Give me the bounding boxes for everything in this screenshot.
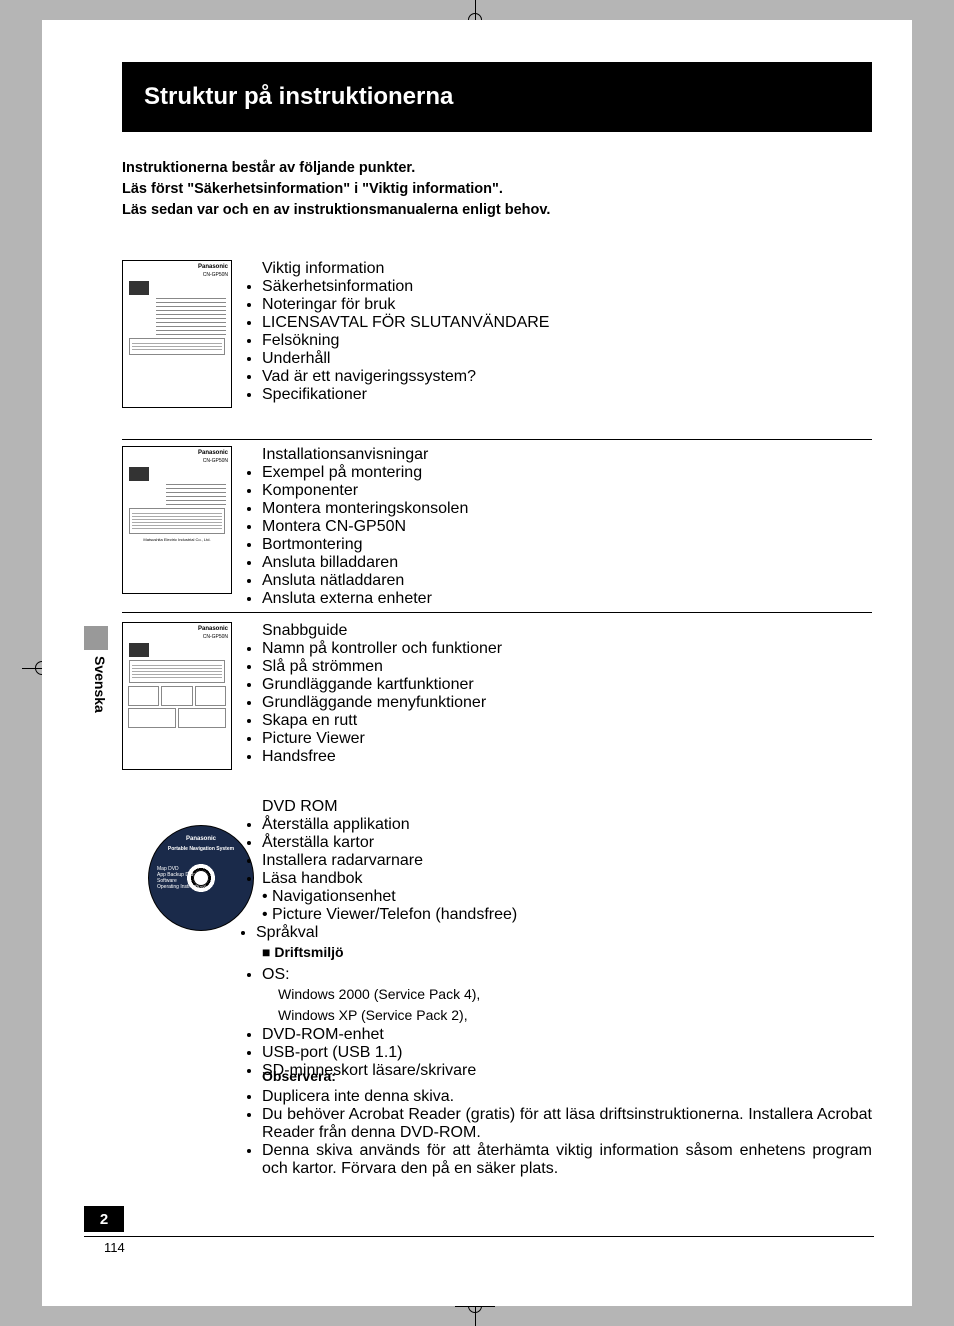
bullet-list: Namn på kontroller och funktioner Slå på… <box>262 640 872 766</box>
section-heading: Viktig information <box>262 260 872 278</box>
intro-text: Instruktionerna består av följande punkt… <box>122 158 872 221</box>
list-item: Ansluta billaddaren <box>262 554 532 572</box>
manual-cover-thumbnail: Panasonic CN-GP50N Matsushita Electric I… <box>122 446 232 594</box>
model-label: CN-GP50N <box>126 458 228 464</box>
list-item: Läsa handbok <box>262 870 532 888</box>
list-item: Du behöver Acrobat Reader (gratis) för a… <box>262 1106 872 1142</box>
section-heading: Installationsanvisningar <box>262 446 872 464</box>
brand-label: Panasonic <box>126 264 228 270</box>
disc-brand: Panasonic <box>149 836 253 842</box>
list-item: Bortmontering <box>262 536 532 554</box>
divider <box>122 439 872 440</box>
bullet-list: Ansluta billaddaren Ansluta nätladdaren … <box>262 554 532 608</box>
section-dvdrom: DVD ROM Återställa applikation Återställ… <box>262 798 872 1080</box>
sub-item: • Picture Viewer/Telefon (handsfree) <box>262 906 532 924</box>
sub-item: • Navigationsenhet <box>262 888 532 906</box>
list-item: Duplicera inte denna skiva. <box>262 1088 872 1106</box>
list-item: Skapa en rutt <box>262 712 872 730</box>
list-item: Montera monteringskonsolen <box>262 500 532 518</box>
divider <box>122 612 872 613</box>
list-item: DVD-ROM-enhet <box>262 1026 532 1044</box>
intro-line: Läs först "Säkerhetsinformation" i "Vikt… <box>122 179 872 200</box>
bullet-list: Språkval <box>256 924 532 942</box>
dvd-disc-icon: Panasonic Portable Navigation System Map… <box>148 825 254 931</box>
language-tab <box>84 626 108 650</box>
intro-line: Instruktionerna består av följande punkt… <box>122 158 872 179</box>
sub-item: Windows 2000 (Service Pack 4), <box>262 984 532 1005</box>
manual-page: Struktur på instruktionerna Instruktione… <box>42 20 912 1306</box>
list-item: Noteringar för bruk <box>262 296 872 314</box>
bullet-list: Duplicera inte denna skiva. Du behöver A… <box>262 1088 872 1178</box>
model-label: CN-GP50N <box>126 634 228 640</box>
list-item: Ansluta nätladdaren <box>262 572 532 590</box>
sub-item: Windows XP (Service Pack 2), <box>262 1005 532 1026</box>
list-item: Komponenter <box>262 482 532 500</box>
brand-label: Panasonic <box>126 626 228 632</box>
list-item: Underhåll <box>262 350 872 368</box>
model-label: CN-GP50N <box>126 272 228 278</box>
section-heading: DVD ROM <box>262 798 872 816</box>
list-item: Handsfree <box>262 748 872 766</box>
page-number-small: 114 <box>104 1240 125 1255</box>
section-heading: Snabbguide <box>262 622 872 640</box>
observera-heading: Observera: <box>262 1068 872 1084</box>
page-title-bar: Struktur på instruktionerna <box>122 62 872 132</box>
list-item: Montera CN-GP50N <box>262 518 532 536</box>
list-item: USB-port (USB 1.1) <box>262 1044 532 1062</box>
list-item: Exempel på montering <box>262 464 532 482</box>
list-item: LICENSAVTAL FÖR SLUTANVÄNDARE <box>262 314 872 332</box>
list-item: Installera radarvarnare <box>262 852 532 870</box>
list-item: Specifikationer <box>262 386 872 404</box>
drifts-heading: Driftsmiljö <box>262 944 532 960</box>
section-snabbguide: Snabbguide Namn på kontroller och funkti… <box>262 622 872 766</box>
page-number-box: 2 <box>84 1206 124 1232</box>
list-item: Picture Viewer <box>262 730 872 748</box>
bullet-list: Återställa applikation Återställa kartor… <box>262 816 532 888</box>
bullet-list: Exempel på montering Komponenter Montera… <box>262 464 532 554</box>
list-item: Språkval <box>256 924 532 942</box>
manual-cover-thumbnail: Panasonic CN-GP50N <box>122 622 232 770</box>
section-viktig: Viktig information Säkerhetsinformation … <box>262 260 872 404</box>
list-item: Återställa applikation <box>262 816 532 834</box>
list-item: Slå på strömmen <box>262 658 872 676</box>
page-title: Struktur på instruktionerna <box>144 83 453 111</box>
bullet-list: OS: <box>262 966 532 984</box>
bullet-list: Säkerhetsinformation Noteringar för bruk… <box>262 278 872 404</box>
language-label: Svenska <box>92 656 108 713</box>
disc-subtitle: Portable Navigation System <box>149 846 253 852</box>
section-observera: Observera: Duplicera inte denna skiva. D… <box>262 1068 872 1178</box>
list-item: Denna skiva används för att återhämta vi… <box>262 1142 872 1178</box>
list-item: OS: <box>262 966 532 984</box>
list-item: Säkerhetsinformation <box>262 278 872 296</box>
section-installation: Installationsanvisningar Exempel på mont… <box>262 446 872 608</box>
list-item: Vad är ett navigeringssystem? <box>262 368 872 386</box>
list-item: Grundläggande kartfunktioner <box>262 676 872 694</box>
intro-line: Läs sedan var och en av instruktionsmanu… <box>122 200 872 221</box>
list-item: Återställa kartor <box>262 834 532 852</box>
list-item: Namn på kontroller och funktioner <box>262 640 872 658</box>
manual-cover-thumbnail: Panasonic CN-GP50N <box>122 260 232 408</box>
list-item: Felsökning <box>262 332 872 350</box>
list-item: Grundläggande menyfunktioner <box>262 694 872 712</box>
footer-divider <box>84 1236 874 1237</box>
brand-label: Panasonic <box>126 450 228 456</box>
